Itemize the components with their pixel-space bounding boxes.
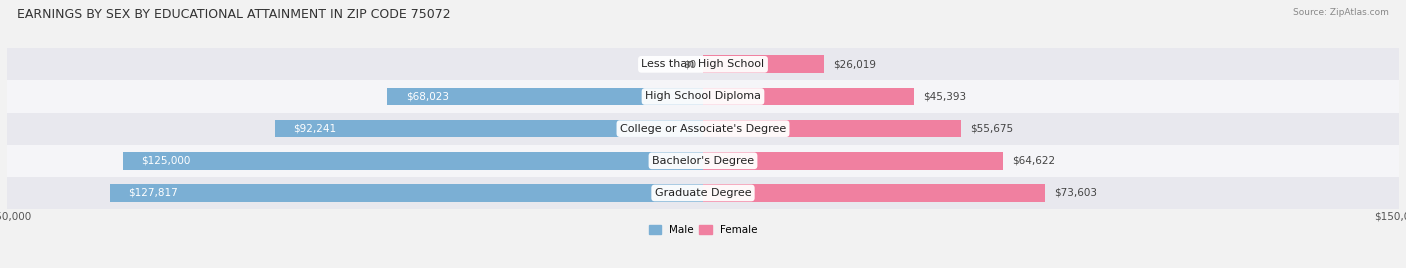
Text: High School Diploma: High School Diploma [645, 91, 761, 102]
Text: $73,603: $73,603 [1053, 188, 1097, 198]
Bar [276, 120, 703, 137]
Text: $125,000: $125,000 [142, 156, 191, 166]
Bar [703, 152, 1002, 170]
Bar [703, 88, 914, 105]
Bar [703, 55, 824, 73]
Bar [703, 120, 962, 137]
Text: $64,622: $64,622 [1012, 156, 1056, 166]
Bar [124, 152, 703, 170]
Text: Less than High School: Less than High School [641, 59, 765, 69]
Bar [7, 177, 1399, 209]
Text: EARNINGS BY SEX BY EDUCATIONAL ATTAINMENT IN ZIP CODE 75072: EARNINGS BY SEX BY EDUCATIONAL ATTAINMEN… [17, 8, 450, 21]
Text: College or Associate's Degree: College or Associate's Degree [620, 124, 786, 134]
Text: $92,241: $92,241 [294, 124, 336, 134]
Text: Bachelor's Degree: Bachelor's Degree [652, 156, 754, 166]
Text: $45,393: $45,393 [922, 91, 966, 102]
Bar [7, 48, 1399, 80]
Bar [7, 113, 1399, 145]
Legend: Male, Female: Male, Female [644, 221, 762, 239]
Bar [388, 88, 703, 105]
Text: Source: ZipAtlas.com: Source: ZipAtlas.com [1294, 8, 1389, 17]
Bar [7, 80, 1399, 113]
Text: Graduate Degree: Graduate Degree [655, 188, 751, 198]
Text: $68,023: $68,023 [406, 91, 449, 102]
Text: $127,817: $127,817 [128, 188, 179, 198]
Text: $55,675: $55,675 [970, 124, 1014, 134]
Text: $26,019: $26,019 [832, 59, 876, 69]
Bar [110, 184, 703, 202]
Text: $0: $0 [683, 59, 696, 69]
Bar [703, 184, 1045, 202]
Bar [7, 145, 1399, 177]
